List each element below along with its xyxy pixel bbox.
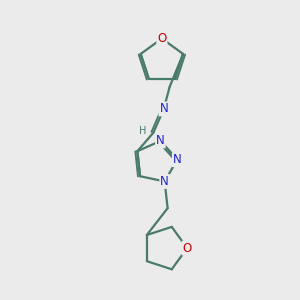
Text: H: H — [139, 126, 147, 136]
Text: N: N — [159, 102, 168, 116]
Text: N: N — [173, 153, 182, 166]
Text: N: N — [156, 134, 165, 148]
Text: O: O — [182, 242, 192, 255]
Text: O: O — [157, 32, 167, 45]
Text: N: N — [160, 175, 169, 188]
